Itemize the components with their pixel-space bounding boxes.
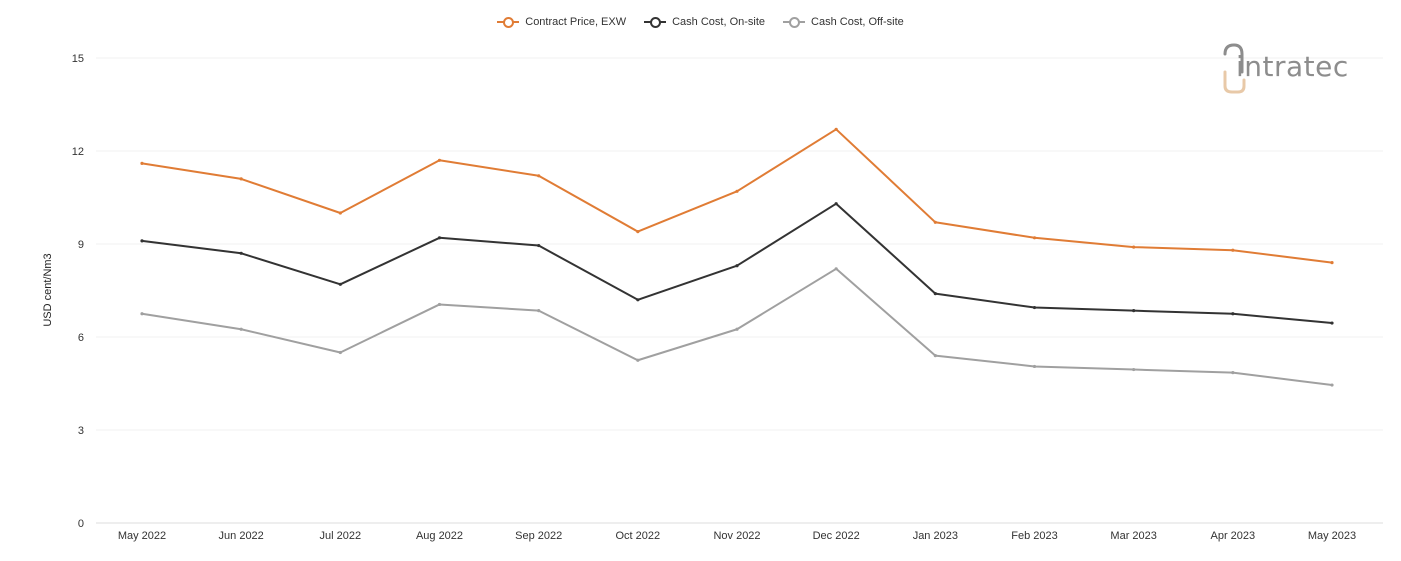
data-point [239,177,243,181]
legend-item: Contract Price, EXW [497,16,626,28]
data-point [933,292,937,296]
data-point [1032,236,1037,240]
series-line [141,128,1333,264]
legend-marker-icon [783,17,806,28]
data-point [537,243,541,248]
data-point [1132,245,1136,249]
data-point [338,282,342,286]
x-tick-label: Oct 2022 [616,530,661,542]
series-line [141,267,1333,387]
data-point [140,161,144,165]
y-tick-label: 6 [78,332,84,344]
intratec-logo: intratec [1222,42,1367,97]
x-tick-label: Nov 2022 [713,530,760,542]
data-point [1032,364,1037,369]
logo-mark-icon [1223,43,1246,94]
data-point [537,309,541,313]
data-point [1132,367,1136,372]
data-point [1231,248,1235,252]
data-point [239,251,243,255]
legend-label: Cash Cost, On-site [672,16,766,28]
y-tick-label: 0 [78,518,84,530]
x-tick-label: Mar 2023 [1110,530,1156,542]
data-point [1132,309,1136,313]
legend-marker-icon [644,17,667,28]
data-point [933,220,937,224]
data-point [239,327,243,331]
legend-item: Cash Cost, Off-site [783,16,904,28]
data-point [1330,321,1334,325]
y-tick-label: 12 [72,146,84,158]
legend-item: Cash Cost, On-site [644,16,765,28]
data-point [1231,312,1235,316]
logo-text: intratec [1236,50,1349,83]
legend-marker-icon [497,17,520,28]
x-tick-label: Dec 2022 [813,530,860,542]
series-line [141,202,1333,325]
legend-label: Contract Price, EXW [525,16,627,28]
x-tick-label: May 2022 [118,530,166,542]
data-point [933,354,937,358]
x-tick-label: Apr 2023 [1211,530,1256,542]
data-point [735,189,739,193]
x-tick-label: Jul 2022 [320,530,362,542]
data-point [735,264,739,268]
x-tick-label: Jan 2023 [913,530,958,542]
legend-label: Cash Cost, Off-site [811,16,904,28]
y-tick-label: 9 [78,239,84,251]
data-point [437,236,442,240]
data-point [735,327,739,331]
data-point [437,158,442,162]
data-point [338,350,342,355]
data-point [636,230,640,234]
data-point [636,298,640,302]
x-tick-label: Jun 2022 [219,530,264,542]
y-axis-label: USD cent/Nm3 [42,253,54,327]
data-point [1330,383,1334,387]
data-point [537,174,541,178]
data-point [140,239,144,243]
data-point [437,302,442,307]
x-tick-label: Aug 2022 [416,530,463,542]
data-point [338,211,342,215]
data-point [1330,261,1334,265]
data-point [140,312,144,316]
data-point [1032,305,1037,310]
y-tick-label: 3 [78,425,84,437]
legend: Contract Price, EXW Cash Cost, On-site Cas… [0,16,1401,28]
y-tick-label: 15 [72,53,84,65]
x-tick-label: May 2023 [1308,530,1356,542]
data-point [834,202,838,206]
data-point [636,358,640,362]
data-point [1231,371,1235,375]
data-point [834,127,838,131]
data-point [834,267,838,271]
x-tick-label: Sep 2022 [515,530,562,542]
x-tick-label: Feb 2023 [1011,530,1057,542]
